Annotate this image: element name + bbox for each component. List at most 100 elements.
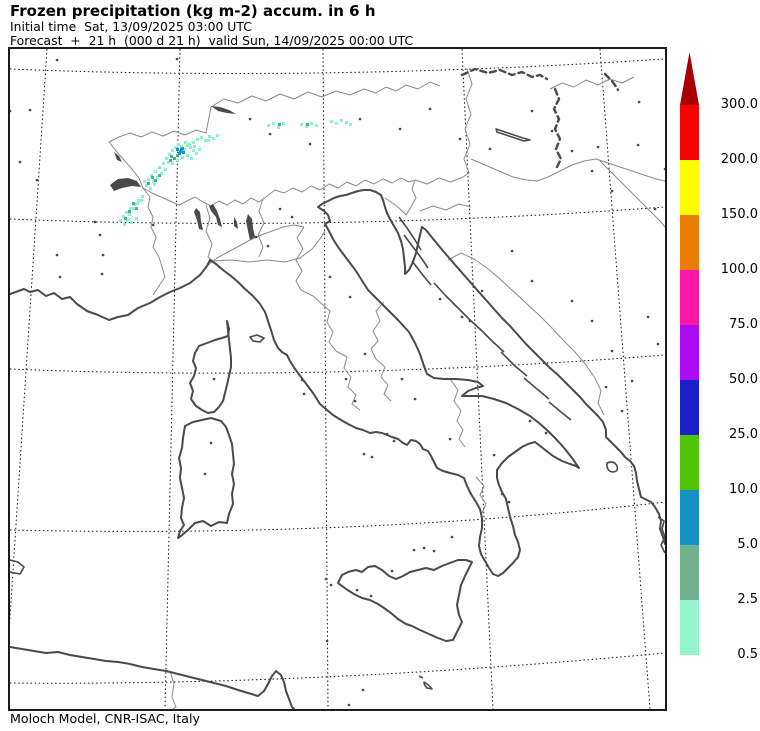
sardinia-coastline <box>177 417 235 539</box>
precip-cell-light <box>135 217 138 220</box>
forecast-valid-line: Forecast + 21 h (000 d 21 h) valid Sun, … <box>10 32 414 48</box>
precip-cell-medium <box>132 202 135 205</box>
precip-cell-light <box>340 119 343 122</box>
precip-cell-medium <box>306 123 309 126</box>
precip-cell-light <box>310 122 313 125</box>
colorbar-tick-label: 200.0 <box>720 152 758 167</box>
precip-cell-light <box>282 122 285 125</box>
precip-cell-light <box>195 152 198 155</box>
colorbar-tick-label: 25.0 <box>729 427 758 442</box>
precip-cell-light <box>136 202 139 205</box>
precip-cell-light <box>196 138 199 141</box>
precip-cell-medium <box>147 182 150 185</box>
colorbar-tick-label: 50.0 <box>729 372 758 387</box>
precip-cell-light <box>200 136 203 139</box>
precip-cell-medium <box>154 179 157 182</box>
precip-cell-medium <box>278 123 281 126</box>
greek-coast-fragment <box>657 516 665 554</box>
precip-cell-light <box>204 139 207 142</box>
precip-cell-medium <box>158 174 161 177</box>
precip-cell-light <box>184 141 187 144</box>
precip-cell-light <box>132 207 135 210</box>
precip-cell-light <box>192 141 195 144</box>
sicily-coastline <box>337 559 473 642</box>
precip-cell-light <box>177 143 180 146</box>
croatian-islands <box>398 216 572 421</box>
precip-cell-heavy <box>178 152 181 155</box>
precip-cell-light <box>174 146 177 149</box>
precip-cell-light <box>158 166 161 169</box>
map-canvas <box>10 49 665 709</box>
precip-cell-light <box>216 134 219 137</box>
colorbar-band <box>680 215 699 270</box>
precip-cell-medium <box>169 159 172 162</box>
elba-island <box>249 334 265 343</box>
colorbar-band <box>680 600 699 655</box>
precip-cell-medium <box>151 176 154 179</box>
precip-cell-light <box>152 180 155 183</box>
corsica-coastline <box>189 320 232 414</box>
precip-cell-heavy <box>182 151 185 154</box>
precip-cell-light <box>154 170 157 173</box>
precip-cell-light <box>267 124 270 127</box>
colorbar-band <box>680 380 699 435</box>
precip-cell-light <box>153 183 156 186</box>
header: Frozen precipitation (kg m-2) accum. in … <box>10 3 413 47</box>
initial-time-line: Initial time Sat, 13/09/2025 03:00 UTC <box>10 19 252 34</box>
precip-cell-medium <box>173 157 176 160</box>
graticule <box>10 49 665 709</box>
colorbar-band <box>680 105 699 160</box>
colorbar-band <box>680 490 699 545</box>
lakes <box>110 106 255 240</box>
precip-cell-light <box>272 122 275 125</box>
precip-cell-light <box>171 162 174 165</box>
colorbar-tick-label: 0.5 <box>737 647 758 662</box>
precip-cell-light <box>188 143 191 146</box>
precip-cell-light <box>162 162 165 165</box>
colorbar-overflow-arrow <box>680 52 699 105</box>
colorbar-band <box>680 435 699 490</box>
colorbar-tick-label: 150.0 <box>720 207 758 222</box>
lake-iseo <box>234 217 238 229</box>
precip-cell-medium <box>128 210 131 213</box>
precip-cell-light <box>189 146 192 149</box>
lake-como <box>209 204 222 227</box>
precip-cell-light <box>168 153 171 156</box>
colorbar-tick-label: 2.5 <box>737 592 758 607</box>
precip-cell-light <box>167 161 170 164</box>
precip-cell-light <box>330 120 333 123</box>
precip-cell-medium <box>176 154 179 157</box>
precip-cell-light <box>180 145 183 148</box>
precip-cell-light <box>165 157 168 160</box>
precip-cell-medium <box>135 207 138 210</box>
colorbar-band <box>680 545 699 600</box>
precip-cell-light <box>186 144 189 147</box>
rivers <box>460 67 620 169</box>
minorca-island <box>10 559 25 575</box>
map-frame <box>8 47 667 711</box>
precip-cell-light <box>156 176 159 179</box>
precip-cell-light <box>150 174 153 177</box>
precip-cell-heavy <box>179 150 182 153</box>
precip-cell-light <box>198 148 201 151</box>
precip-cell-light <box>149 187 152 190</box>
precip-cell-light <box>349 123 352 126</box>
precip-cell-light <box>126 219 129 222</box>
precip-cell-light <box>181 156 184 159</box>
precip-cell-light <box>137 199 140 202</box>
precip-cell-light <box>193 145 196 148</box>
precip-cell-light <box>192 149 195 152</box>
precip-cell-light <box>125 211 128 214</box>
coastlines <box>10 128 665 709</box>
precip-cell-light <box>147 178 150 181</box>
precip-cell-light <box>141 195 144 198</box>
lake-neuchatel <box>114 152 122 162</box>
precip-cell-light <box>143 180 146 183</box>
precip-cell-light <box>186 154 189 157</box>
model-attribution: Moloch Model, CNR-ISAC, Italy <box>10 711 200 726</box>
precip-cell-light <box>140 199 143 202</box>
precip-cell-light <box>145 184 148 187</box>
precip-cell-light <box>128 213 131 216</box>
precip-cell-light <box>190 157 193 160</box>
colorbar-tick-label: 75.0 <box>729 317 758 332</box>
